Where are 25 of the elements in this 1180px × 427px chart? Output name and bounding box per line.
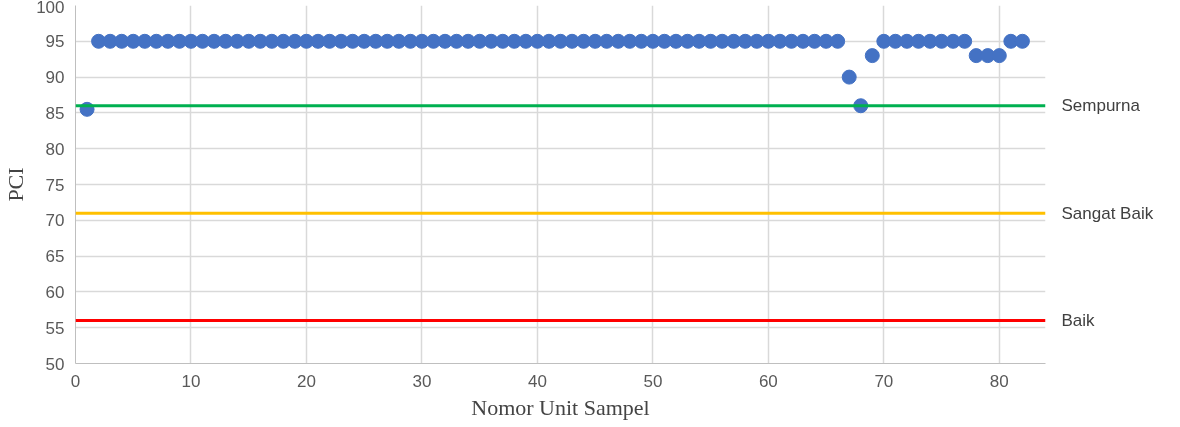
y-tick-label: 75 [45,175,65,195]
y-tick-label: 95 [45,32,65,52]
y-axis-title: PCI [3,167,29,202]
x-tick-label: 40 [527,371,547,391]
x-axis-title: Nomor Unit Sampel [471,394,650,420]
y-tick-label: 80 [45,139,65,159]
x-tick-label: 60 [758,371,778,391]
y-tick-label: 65 [45,247,65,267]
ref-line-label: Sempurna [1061,96,1141,116]
y-tick-label: 70 [45,211,65,231]
ref-line-label: Baik [1061,311,1096,331]
x-tick-label: 30 [412,371,432,391]
y-tick-label: 50 [45,354,65,374]
y-tick-label: 55 [45,318,65,338]
y-tick-label: 60 [45,282,65,302]
x-tick-label: 20 [297,371,316,391]
x-tick-label: 0 [70,371,81,391]
x-tick-label: 50 [643,371,663,391]
y-tick-label: 100 [36,0,65,17]
x-tick-label: 80 [989,371,1009,391]
ref-line-label: Sangat Baik [1061,203,1154,223]
y-tick-label: 90 [45,68,65,88]
x-tick-label: 10 [181,371,201,391]
y-tick-label: 85 [45,103,65,123]
x-tick-label: 70 [874,371,894,391]
